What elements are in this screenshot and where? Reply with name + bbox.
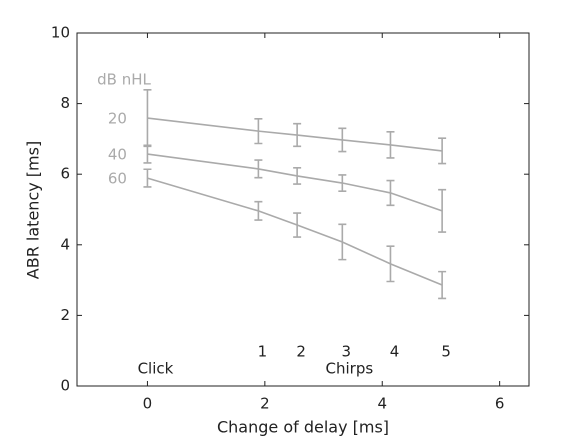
legend-title: dB nHL xyxy=(97,71,151,89)
error-bar xyxy=(338,174,347,192)
error-bar xyxy=(293,212,302,238)
annotation: Chirps xyxy=(326,360,374,378)
error-bar xyxy=(293,167,302,185)
error-bar xyxy=(386,245,395,283)
error-bar xyxy=(143,144,152,164)
series-label: 60 xyxy=(108,170,127,188)
chirp-number: 5 xyxy=(441,343,451,361)
error-bar xyxy=(143,168,152,188)
error-bar xyxy=(438,137,447,165)
y-tick-label: 4 xyxy=(60,235,70,253)
chirp-number: 3 xyxy=(342,343,352,361)
error-bar xyxy=(338,223,347,261)
error-bar xyxy=(438,188,447,233)
y-tick-label: 10 xyxy=(51,24,70,42)
error-bar xyxy=(254,117,263,145)
y-tick-label: 8 xyxy=(60,94,70,112)
series-line xyxy=(147,117,443,152)
chirp-number: 4 xyxy=(390,343,400,361)
plot-box xyxy=(76,32,530,387)
annotation: Click xyxy=(138,360,174,378)
error-bar xyxy=(386,131,395,159)
chirp-number: 2 xyxy=(296,343,306,361)
chirp-number: 1 xyxy=(258,343,268,361)
series-label: 40 xyxy=(108,146,127,164)
error-bar xyxy=(386,179,395,207)
y-tick-label: 6 xyxy=(60,165,70,183)
x-tick-label: 0 xyxy=(143,395,153,413)
series-line xyxy=(147,153,443,212)
y-tick-label: 0 xyxy=(60,377,70,395)
series-label: 20 xyxy=(108,110,127,128)
y-tick-label: 2 xyxy=(60,306,70,324)
x-axis-label: Change of delay [ms] xyxy=(217,418,389,437)
x-tick-label: 6 xyxy=(495,395,505,413)
x-tick-label: 2 xyxy=(260,395,270,413)
x-tick-label: 4 xyxy=(377,395,387,413)
error-bar xyxy=(293,122,302,148)
error-bar xyxy=(254,159,263,179)
series-line xyxy=(147,177,443,286)
error-bar xyxy=(254,200,263,221)
error-bar xyxy=(338,127,347,153)
y-axis-label: ABR latency [ms] xyxy=(24,141,43,279)
error-bar xyxy=(438,270,447,300)
